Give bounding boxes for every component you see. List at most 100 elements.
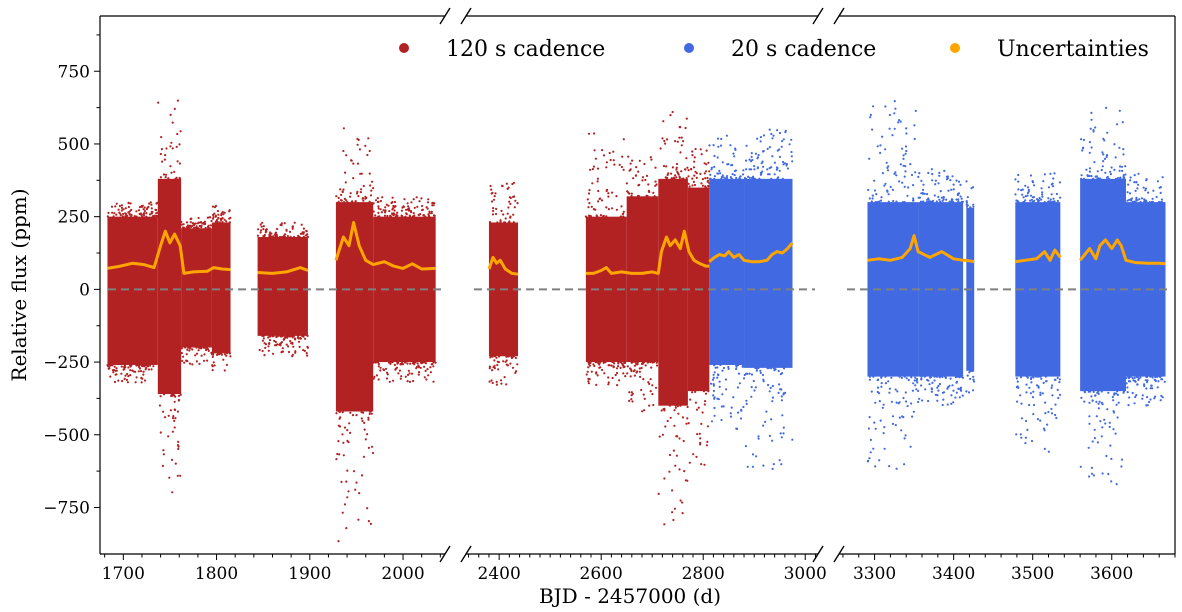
data-point — [262, 225, 265, 228]
data-point — [880, 376, 883, 379]
data-point — [1112, 428, 1115, 431]
data-point — [124, 212, 128, 216]
data-point — [899, 163, 902, 166]
data-point — [721, 369, 724, 372]
y-tick-label: 0 — [79, 280, 90, 300]
data-point — [788, 143, 791, 146]
data-point — [1015, 377, 1019, 380]
data-point — [721, 161, 724, 164]
data-point — [494, 192, 497, 195]
data-point — [298, 235, 301, 238]
data-point — [730, 164, 733, 167]
data-point — [738, 177, 741, 180]
data-point — [648, 404, 651, 407]
data-point — [220, 353, 223, 356]
data-point — [293, 221, 296, 224]
data-point — [616, 384, 619, 387]
data-point — [217, 216, 220, 220]
legend-marker — [950, 43, 960, 53]
data-point — [1093, 161, 1096, 164]
data-point — [898, 416, 902, 419]
data-point — [868, 375, 872, 378]
dense-band — [1080, 178, 1126, 392]
data-point — [1111, 395, 1114, 399]
data-segment — [180, 216, 213, 366]
data-point — [506, 212, 509, 215]
data-point — [588, 202, 591, 205]
data-point — [745, 177, 748, 180]
data-point — [602, 361, 605, 364]
data-point — [198, 221, 202, 224]
data-point — [1045, 380, 1048, 383]
data-point — [1025, 391, 1028, 394]
data-point — [340, 480, 343, 483]
data-point — [216, 209, 219, 213]
data-point — [701, 184, 705, 187]
data-point — [1116, 393, 1119, 396]
data-point — [424, 369, 427, 372]
data-point — [1134, 189, 1137, 192]
legend-item: 120 s cadence — [399, 37, 605, 62]
data-point — [421, 204, 424, 208]
data-point — [228, 217, 231, 220]
data-point — [1122, 148, 1125, 151]
data-point — [1088, 415, 1091, 418]
data-point — [898, 180, 901, 183]
data-point — [1090, 175, 1093, 178]
data-point — [402, 205, 406, 208]
data-point — [725, 388, 728, 391]
data-point — [270, 235, 273, 238]
data-segment — [708, 134, 746, 430]
data-point — [217, 213, 220, 216]
data-point — [869, 438, 873, 441]
data-point — [917, 175, 920, 178]
data-point — [876, 379, 879, 382]
data-point — [419, 366, 422, 369]
data-point — [342, 188, 345, 191]
data-point — [641, 362, 644, 365]
data-point — [922, 200, 925, 203]
data-point — [720, 418, 723, 422]
data-point — [177, 445, 180, 448]
data-point — [404, 375, 407, 378]
data-point — [771, 155, 774, 158]
data-point — [1029, 392, 1032, 395]
x-tick-label: 3600 — [1090, 564, 1133, 584]
data-point — [495, 356, 498, 359]
data-point — [771, 137, 774, 140]
data-point — [907, 186, 910, 189]
data-point — [134, 370, 137, 373]
data-point — [215, 218, 218, 222]
data-point — [376, 197, 379, 200]
data-point — [881, 172, 885, 175]
data-point — [151, 210, 154, 214]
data-point — [289, 340, 292, 343]
data-point — [148, 364, 151, 367]
data-point — [210, 219, 213, 223]
data-point — [1056, 376, 1059, 379]
data-point — [733, 155, 736, 158]
data-point — [396, 361, 399, 364]
data-point — [1016, 400, 1019, 403]
data-point — [1031, 200, 1034, 203]
data-point — [426, 368, 429, 371]
data-point — [1095, 400, 1098, 403]
data-point — [713, 397, 716, 400]
data-point — [590, 370, 593, 373]
data-point — [909, 163, 912, 166]
data-segment — [1014, 172, 1062, 453]
data-point — [938, 174, 941, 177]
data-point — [933, 379, 936, 382]
data-point — [712, 384, 716, 387]
data-point — [512, 213, 515, 216]
data-point — [874, 401, 877, 404]
data-point — [917, 389, 920, 392]
data-point — [683, 470, 686, 473]
data-point — [951, 200, 954, 204]
data-point — [490, 200, 494, 203]
data-point — [699, 441, 702, 444]
data-point — [630, 394, 633, 397]
data-point — [773, 161, 777, 164]
data-point — [750, 168, 753, 171]
data-point — [598, 366, 601, 369]
